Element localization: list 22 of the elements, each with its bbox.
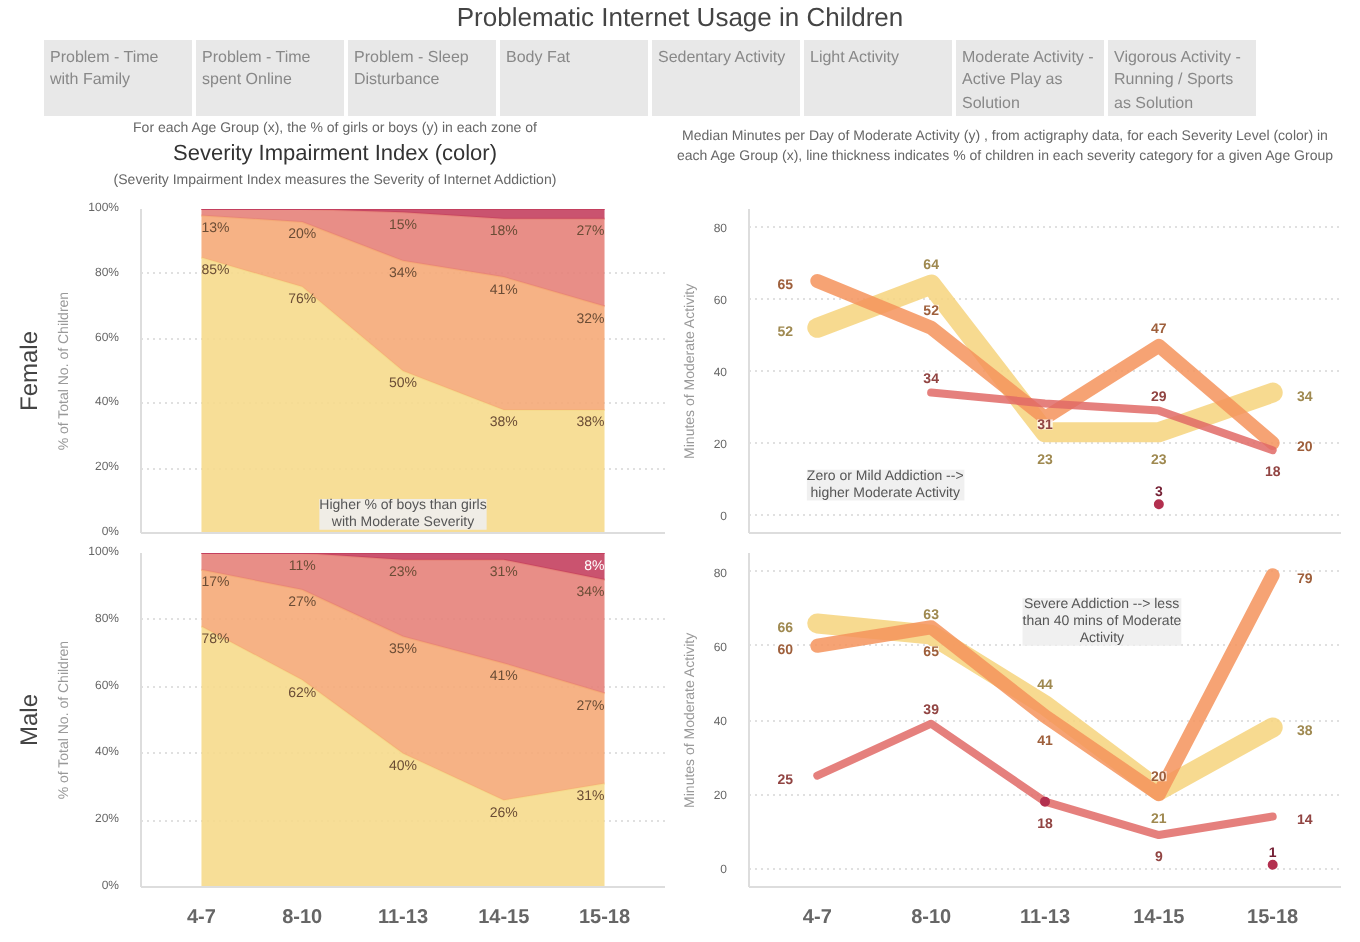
text: Severity Impairment Index (color) (173, 142, 497, 166)
x-tick-label: 14-15 (478, 907, 531, 929)
text: Light Activity (804, 40, 952, 116)
text: Male (15, 693, 43, 747)
text: Problem - Sleep Disturbance (348, 40, 496, 116)
text: Sedentary Activity (652, 40, 800, 116)
text: Problem - Time with Family (44, 40, 192, 116)
text: Moderate Activity - Active Play as Solution (956, 40, 1104, 116)
text: Body Fat (500, 40, 648, 116)
x-tick-label: 15-18 (1247, 907, 1300, 929)
x-tick-label: 4-7 (187, 907, 217, 929)
x-tick-label: 4-7 (802, 907, 833, 929)
x-tick-label: 8-10 (911, 907, 953, 929)
text: Problem - Time spent Online (196, 40, 344, 116)
text: Female (15, 330, 43, 412)
x-tick-label: 11-13 (1019, 907, 1071, 929)
x-tick-label: 11-13 (377, 907, 429, 929)
text: Problematic Internet Usage in Children (454, 0, 906, 36)
text: Vigorous Activity - Running / Sports as Solution (1108, 40, 1256, 116)
x-tick-label: 8-10 (282, 907, 324, 929)
x-tick-label: 14-15 (1133, 907, 1186, 929)
x-tick-label: 15-18 (578, 907, 631, 929)
